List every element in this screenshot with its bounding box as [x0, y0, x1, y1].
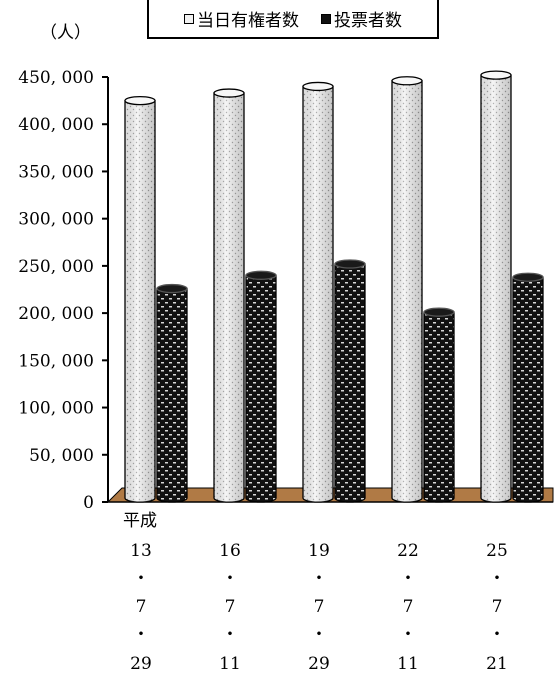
y-tick-label: 100, 000 — [18, 399, 94, 419]
x-tick-label-year: 16 — [219, 541, 241, 561]
x-tick-label-year: 13 — [130, 541, 152, 561]
x-tick-label-year: 25 — [486, 541, 508, 561]
x-tick-label-day: 11 — [219, 654, 241, 674]
chart-legend: 当日有権者数 投票者数 — [147, 0, 439, 39]
y-tick-label: 150, 000 — [18, 351, 94, 371]
cylinder-body — [334, 263, 366, 503]
cylinder-body — [423, 311, 455, 503]
bar-registered-voters — [213, 88, 245, 503]
legend-label: 投票者数 — [334, 11, 402, 31]
y-tick-label: 200, 000 — [18, 304, 94, 324]
bar-registered-voters — [124, 95, 156, 503]
x-tick-label-month: 7 — [492, 597, 503, 617]
cylinder-body — [512, 276, 544, 503]
bar-actual-voters — [512, 272, 544, 503]
cylinder-shade — [125, 100, 155, 502]
y-axis-unit-label: （人） — [40, 23, 91, 43]
x-tick-label-dot1: ・ — [133, 569, 150, 589]
x-tick-label-dot1: ・ — [489, 569, 506, 589]
legend-label: 当日有権者数 — [197, 11, 299, 31]
x-tick-label-dot2: ・ — [311, 625, 328, 645]
bar-actual-voters — [423, 307, 455, 503]
cylinder-body — [156, 287, 188, 503]
y-tick-label: 250, 000 — [18, 257, 94, 277]
bar-registered-voters — [302, 81, 334, 503]
y-tick-label: 350, 000 — [18, 162, 94, 182]
bar-registered-voters — [480, 70, 512, 503]
x-tick-label-day: 29 — [308, 654, 330, 674]
x-tick-label-year: 22 — [397, 541, 419, 561]
x-tick-label-month: 7 — [314, 597, 325, 617]
x-tick-label-dot2: ・ — [222, 625, 239, 645]
cylinder-cap — [302, 81, 334, 92]
cylinder-shade — [214, 93, 244, 503]
x-tick-label-dot1: ・ — [400, 569, 417, 589]
cylinder-cap — [124, 95, 156, 106]
x-tick-label-dot1: ・ — [311, 569, 328, 589]
cylinder-shade — [481, 75, 511, 502]
legend-swatch-light-icon — [184, 13, 194, 24]
x-tick-label-dot2: ・ — [400, 625, 417, 645]
x-tick-label-dot2: ・ — [489, 625, 506, 645]
y-tick-label: 400, 000 — [18, 115, 94, 135]
x-tick-label-day: 11 — [397, 654, 419, 674]
legend-item-voters-actual: 投票者数 — [321, 6, 402, 31]
cylinder-shade — [303, 86, 333, 502]
x-tick-label-month: 7 — [403, 597, 414, 617]
y-tick-label: 300, 000 — [18, 210, 94, 230]
cylinder-shade — [392, 80, 422, 503]
x-tick-label-year: 19 — [308, 541, 330, 561]
cylinder-cap — [391, 76, 423, 86]
cylinder-cap — [480, 70, 512, 80]
y-tick-label: 450, 000 — [18, 68, 94, 88]
bar-actual-voters — [334, 259, 366, 503]
cylinder-cap — [245, 270, 277, 280]
bar-registered-voters — [391, 76, 423, 503]
x-tick-label-month: 7 — [225, 597, 236, 617]
bar-actual-voters — [156, 283, 188, 503]
cylinder-cap — [334, 259, 366, 269]
bar-actual-voters — [245, 270, 277, 503]
y-tick-label: 50, 000 — [29, 446, 94, 466]
x-tick-label-day: 29 — [130, 654, 152, 674]
x-tick-label-month: 7 — [136, 597, 147, 617]
cylinder-cap — [423, 307, 455, 317]
x-tick-label-day: 21 — [486, 654, 508, 674]
x-tick-label-dot2: ・ — [133, 625, 150, 645]
x-era-label: 平成 — [123, 511, 157, 531]
cylinder-body — [245, 274, 277, 503]
x-tick-label-dot1: ・ — [222, 569, 239, 589]
cylinder-cap — [156, 283, 188, 294]
y-tick-label: 0 — [83, 493, 94, 513]
legend-item-voters-registered: 当日有権者数 — [184, 6, 299, 31]
legend-swatch-dark-icon — [321, 13, 331, 24]
cylinder-cap — [512, 272, 544, 282]
cylinder-cap — [213, 88, 245, 98]
